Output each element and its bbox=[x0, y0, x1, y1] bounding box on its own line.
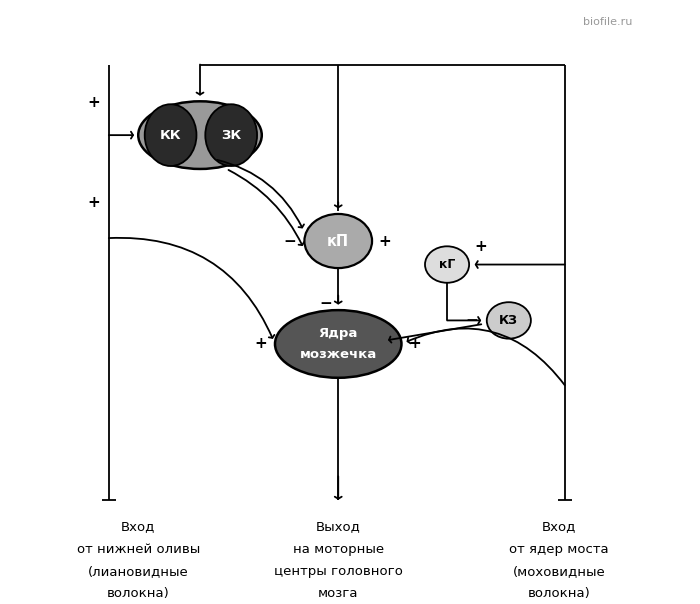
Ellipse shape bbox=[138, 101, 262, 169]
Text: на моторные: на моторные bbox=[293, 543, 384, 556]
Text: +: + bbox=[379, 234, 391, 248]
Text: КК: КК bbox=[160, 129, 181, 141]
Text: Выход: Выход bbox=[316, 521, 360, 533]
Ellipse shape bbox=[425, 246, 469, 283]
Text: +: + bbox=[88, 195, 101, 210]
Text: biofile.ru: biofile.ru bbox=[583, 18, 632, 28]
Text: ЗК: ЗК bbox=[221, 129, 241, 141]
Text: КЗ: КЗ bbox=[499, 314, 518, 327]
Ellipse shape bbox=[304, 214, 372, 268]
Text: +: + bbox=[88, 95, 101, 111]
Ellipse shape bbox=[145, 104, 197, 166]
Text: волокна): волокна) bbox=[107, 588, 169, 600]
Text: +: + bbox=[475, 239, 487, 254]
Text: +: + bbox=[408, 336, 421, 352]
Text: от ядер моста: от ядер моста bbox=[509, 543, 608, 556]
Text: −: − bbox=[284, 234, 296, 248]
Ellipse shape bbox=[486, 302, 531, 339]
Text: (лиановидные: (лиановидные bbox=[88, 565, 188, 578]
Text: Вход: Вход bbox=[121, 521, 155, 533]
Text: −: − bbox=[319, 295, 332, 310]
Text: +: + bbox=[254, 336, 267, 352]
Ellipse shape bbox=[275, 310, 402, 378]
Text: мозга: мозга bbox=[318, 588, 358, 600]
Ellipse shape bbox=[205, 104, 257, 166]
Text: центры головного: центры головного bbox=[274, 565, 402, 578]
Text: мозжечка: мозжечка bbox=[300, 348, 377, 361]
Text: волокна): волокна) bbox=[527, 588, 590, 600]
Text: −: − bbox=[466, 313, 478, 328]
Text: кГ: кГ bbox=[439, 258, 455, 271]
Text: кП: кП bbox=[327, 234, 349, 248]
Text: (моховидные: (моховидные bbox=[512, 565, 606, 578]
Text: Вход: Вход bbox=[542, 521, 576, 533]
Text: Ядра: Ядра bbox=[318, 327, 358, 340]
Text: от нижней оливы: от нижней оливы bbox=[76, 543, 200, 556]
